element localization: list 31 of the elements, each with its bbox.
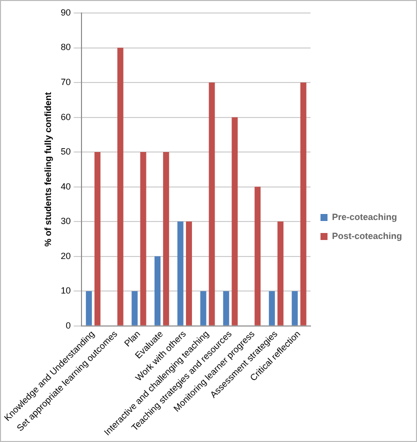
bar bbox=[292, 291, 298, 326]
y-tick-label: 30 bbox=[60, 216, 71, 226]
bar bbox=[94, 152, 100, 326]
bar bbox=[277, 222, 284, 326]
bar bbox=[163, 152, 170, 326]
bar bbox=[268, 291, 275, 326]
bar bbox=[200, 291, 206, 326]
y-tick-label: 10 bbox=[60, 286, 71, 296]
bar bbox=[300, 82, 306, 326]
legend-label: Post-coteaching bbox=[332, 230, 402, 241]
y-tick-label: 50 bbox=[60, 146, 71, 157]
bar bbox=[223, 291, 230, 326]
y-axis-title: % of students feeling fully confident bbox=[42, 92, 53, 247]
legend-label: Pre-coteaching bbox=[332, 212, 398, 222]
y-tick-label: 40 bbox=[60, 181, 71, 192]
bar bbox=[132, 291, 138, 326]
bar bbox=[140, 152, 146, 326]
y-tick-label: 0 bbox=[66, 320, 71, 330]
bar bbox=[177, 222, 184, 326]
bar bbox=[208, 82, 215, 326]
y-tick-label: 70 bbox=[60, 77, 71, 87]
bar bbox=[154, 256, 161, 326]
bar bbox=[86, 291, 92, 326]
bar bbox=[254, 186, 261, 326]
y-tick-label: 60 bbox=[60, 112, 71, 122]
bar bbox=[186, 222, 192, 326]
y-tick-label: 80 bbox=[60, 42, 71, 52]
bar bbox=[117, 48, 124, 326]
y-tick-label: 90 bbox=[60, 7, 71, 18]
y-tick-label: 20 bbox=[60, 250, 71, 261]
bar bbox=[232, 117, 238, 326]
